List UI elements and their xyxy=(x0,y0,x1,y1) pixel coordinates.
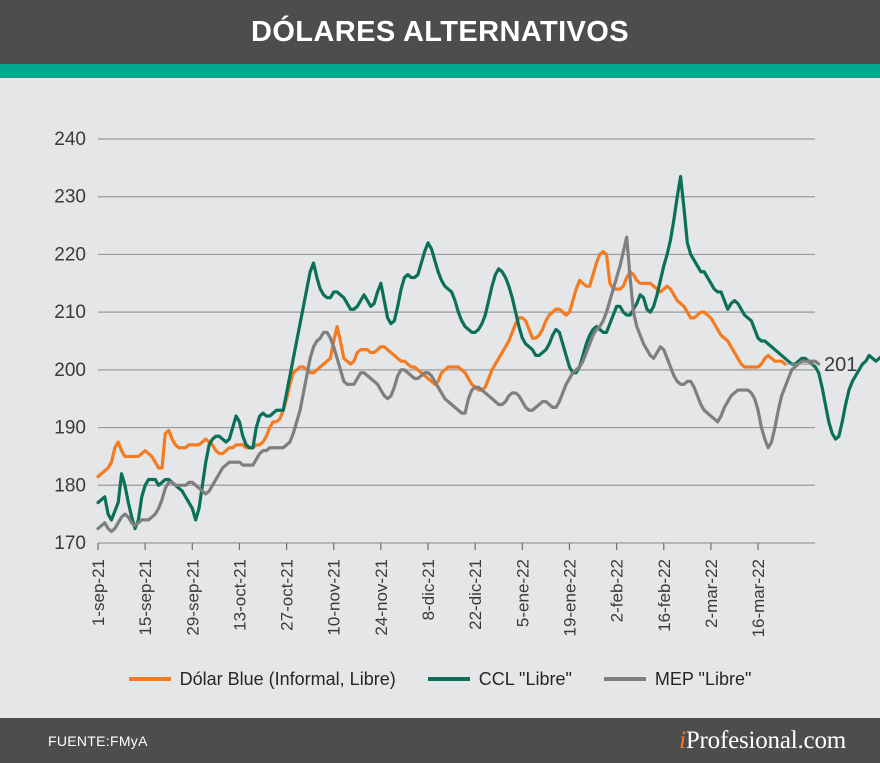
y-axis-tick-labels: 170 180 190 200 210 220 230 240 xyxy=(54,129,86,554)
end-value-annotation: 201 xyxy=(785,354,857,376)
chart-container: 170 180 190 200 210 220 230 240 1-sep-21 15-sep-… xyxy=(0,78,880,652)
x-tick-label: 8-dic-21 xyxy=(419,559,438,620)
legend-label: Dólar Blue (Informal, Libre) xyxy=(179,668,396,689)
x-tick-label: 10-nov-21 xyxy=(325,559,344,636)
legend-label: CCL "Libre" xyxy=(478,668,572,689)
gridlines-group xyxy=(98,138,815,544)
x-tick-label: 29-sep-21 xyxy=(183,559,202,636)
legend-color-swatch xyxy=(128,677,171,681)
y-tick-label: 200 xyxy=(54,360,86,381)
y-tick-label: 220 xyxy=(54,244,86,265)
chart-legend: Dólar Blue (Informal, Libre) CCL "Libre" M… xyxy=(0,655,880,703)
y-tick-label: 170 xyxy=(54,533,86,554)
y-tick-label: 240 xyxy=(54,129,86,150)
x-tick-label: 27-oct-21 xyxy=(278,559,297,631)
series-line xyxy=(96,174,880,531)
source-label: FUENTE:FMyA xyxy=(48,732,148,749)
end-value-label: 201 xyxy=(824,354,857,376)
x-axis-tick-labels: 1-sep-21 15-sep-21 29-sep-21 13-oct-21 27-oc… xyxy=(89,559,768,637)
x-tick-label: 5-ene-22 xyxy=(513,559,532,627)
legend-color-swatch xyxy=(427,677,470,681)
brand-logo: iProfesional.com xyxy=(679,727,846,755)
y-tick-label: 210 xyxy=(54,302,86,323)
series-line xyxy=(96,235,821,534)
legend-color-swatch xyxy=(603,677,646,681)
y-tick-label: 190 xyxy=(54,418,86,439)
legend-item[interactable]: MEP "Libre" xyxy=(603,668,752,690)
footer-bar: FUENTE:FMyA iProfesional.com xyxy=(0,718,880,763)
x-tick-label: 19-ene-22 xyxy=(560,559,579,637)
x-tick-label: 24-nov-21 xyxy=(372,559,391,636)
x-tick-label: 16-feb-22 xyxy=(655,559,674,632)
legend-label: MEP "Libre" xyxy=(654,668,752,689)
accent-divider xyxy=(0,64,880,78)
series-line xyxy=(96,249,787,479)
x-tick-label: 22-dic-21 xyxy=(466,559,485,630)
x-tick-label: 2-feb-22 xyxy=(608,559,627,622)
brand-i-letter: i xyxy=(679,726,686,754)
header-bar: DÓLARES ALTERNATIVOS xyxy=(0,0,880,64)
x-axis-ticks xyxy=(97,543,759,550)
legend-item[interactable]: Dólar Blue (Informal, Libre) xyxy=(128,668,396,690)
y-tick-label: 230 xyxy=(54,187,86,208)
x-tick-label: 2-mar-22 xyxy=(702,559,721,628)
brand-name: Profesional.com xyxy=(685,726,846,754)
series-group xyxy=(96,174,880,534)
x-tick-label: 13-oct-21 xyxy=(230,559,249,631)
line-chart: 170 180 190 200 210 220 230 240 1-sep-21 15-sep-… xyxy=(54,129,880,637)
x-tick-label: 15-sep-21 xyxy=(136,559,155,636)
page-title: DÓLARES ALTERNATIVOS xyxy=(250,15,630,48)
x-tick-label: 16-mar-22 xyxy=(749,559,768,637)
y-tick-label: 180 xyxy=(54,475,86,496)
legend-item[interactable]: CCL "Libre" xyxy=(427,668,572,690)
x-tick-label: 1-sep-21 xyxy=(89,559,108,626)
